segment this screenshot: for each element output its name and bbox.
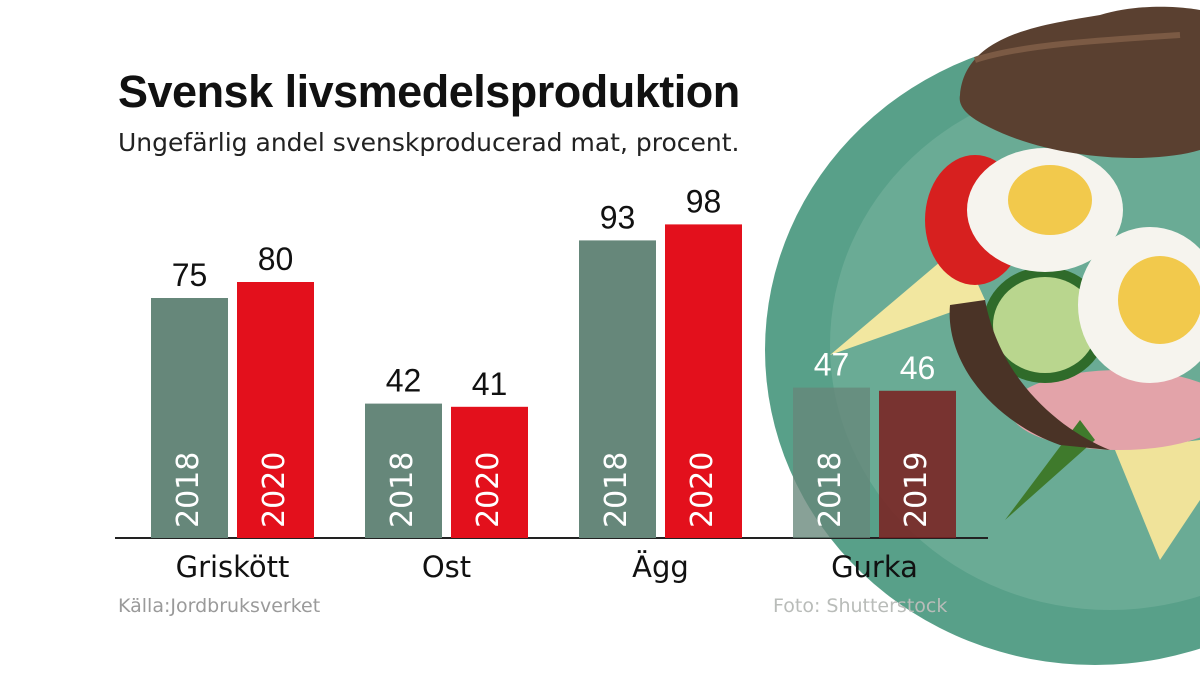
- category-label: Ost: [422, 550, 471, 584]
- bar-2-2020: [665, 224, 742, 538]
- bar-0-2020: [237, 282, 314, 538]
- bar-value-label: 42: [386, 363, 422, 399]
- bar-3-2018: [793, 387, 870, 538]
- bar-value-label: 93: [600, 199, 636, 235]
- bar-year-label: 2020: [257, 452, 292, 528]
- bar-year-label: 2019: [899, 452, 934, 528]
- bar-value-label: 47: [814, 347, 850, 383]
- bar-year-label: 2018: [813, 452, 848, 528]
- bar-year-label: 2020: [471, 452, 506, 528]
- bar-value-label: 98: [686, 183, 722, 219]
- category-label: Griskött: [176, 550, 290, 584]
- category-label: Ägg: [632, 550, 689, 584]
- bread-bottom: [949, 300, 1110, 450]
- source-note: Källa:Jordbruksverket: [118, 595, 321, 617]
- bar-value-label: 75: [172, 257, 208, 293]
- bar-year-label: 2018: [599, 452, 634, 528]
- bar-3-2019: [879, 390, 956, 538]
- bar-1-2018: [365, 403, 442, 538]
- cheese-slice-lower: [1115, 440, 1200, 560]
- bar-value-label: 80: [258, 241, 294, 277]
- bar-value-label: 41: [472, 366, 508, 402]
- bar-0-2018: [151, 298, 228, 538]
- bar-2-2018: [579, 240, 656, 538]
- category-label: Gurka: [831, 550, 918, 584]
- bar-1-2020: [451, 406, 528, 538]
- bar-value-label: 46: [900, 350, 936, 386]
- bar-year-label: 2018: [171, 452, 206, 528]
- photo-credit: Foto: Shutterstock: [773, 595, 948, 617]
- bar-year-label: 2020: [685, 452, 720, 528]
- chart-subtitle: Ungefärlig andel svenskproducerad mat, p…: [118, 128, 740, 157]
- bar-year-label: 2018: [385, 452, 420, 528]
- chart-title: Svensk livsmedelsproduktion: [118, 66, 740, 117]
- bread-top: [959, 6, 1200, 158]
